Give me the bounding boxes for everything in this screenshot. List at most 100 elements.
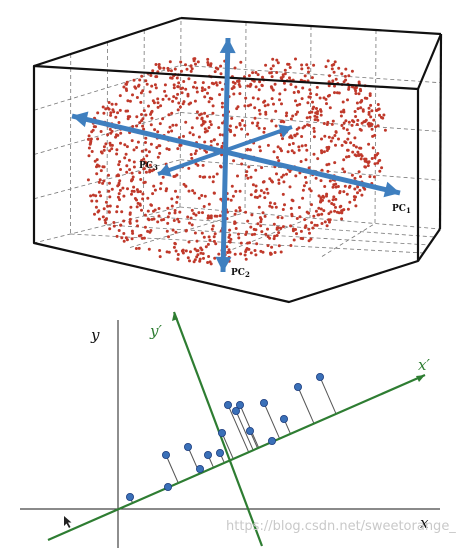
cloud-point	[180, 69, 183, 73]
cloud-point	[334, 197, 338, 201]
cloud-point	[220, 101, 224, 105]
cloud-point	[216, 142, 219, 146]
cloud-point	[327, 135, 331, 139]
cloud-point	[357, 153, 361, 156]
cloud-point	[104, 200, 108, 204]
cloud-point	[193, 191, 197, 195]
cloud-point	[328, 106, 332, 110]
cloud-point	[190, 67, 194, 71]
cloud-point	[200, 194, 204, 197]
cloud-point	[246, 84, 250, 88]
cloud-point	[152, 184, 156, 188]
cloud-point	[123, 156, 127, 160]
cloud-point	[315, 115, 319, 119]
cloud-point	[300, 144, 304, 148]
cloud-point	[265, 187, 269, 191]
cloud-point	[117, 229, 121, 232]
cloud-point	[118, 108, 122, 112]
cloud-point	[153, 128, 157, 132]
cloud-point	[238, 85, 242, 88]
cloud-point	[295, 232, 298, 236]
cloud-point	[201, 81, 205, 85]
cloud-point	[188, 259, 191, 263]
cloud-point	[273, 234, 277, 238]
cloud-point	[369, 115, 373, 119]
cloud-point	[300, 135, 304, 138]
cloud-point	[261, 211, 265, 215]
cloud-point	[209, 139, 213, 143]
cloud-point	[235, 107, 239, 111]
cloud-point	[135, 219, 139, 223]
cloud-point	[263, 214, 267, 218]
cloud-point	[363, 96, 367, 100]
cloud-point	[233, 66, 237, 70]
cloud-point	[375, 153, 379, 157]
cloud-point	[367, 124, 371, 128]
cloud-point	[253, 106, 257, 110]
cloud-point	[359, 106, 363, 110]
cloud-point	[269, 251, 272, 255]
cloud-point	[343, 184, 347, 188]
cloud-point	[266, 235, 270, 239]
cloud-point	[154, 63, 158, 66]
mouse-cursor-icon	[64, 516, 72, 528]
cloud-point	[147, 104, 150, 108]
projection-plot: y x y′ x′ https://blog.csdn.net/sweetora…	[20, 311, 456, 548]
cloud-point	[370, 157, 374, 160]
cloud-point	[97, 180, 101, 184]
cloud-point	[359, 89, 363, 93]
cloud-point	[325, 149, 329, 152]
cloud-point	[350, 69, 354, 73]
cloud-point	[203, 175, 207, 179]
cloud-point	[166, 206, 170, 210]
cloud-point	[142, 167, 146, 171]
cloud-point	[343, 140, 347, 144]
cloud-point	[209, 64, 213, 68]
cloud-point	[175, 173, 179, 177]
cloud-point	[106, 204, 110, 208]
cloud-point	[228, 240, 232, 244]
cloud-point	[173, 211, 177, 215]
cloud-point	[177, 220, 181, 224]
cloud-point	[253, 249, 257, 252]
cloud-point	[283, 68, 287, 72]
cloud-point	[303, 218, 307, 222]
cloud-point	[276, 156, 279, 159]
cloud-point	[190, 208, 194, 212]
cloud-point	[203, 95, 207, 99]
cloud-point	[119, 223, 123, 227]
cloud-point	[353, 110, 357, 113]
cloud-point	[246, 176, 250, 180]
cloud-point	[284, 114, 288, 118]
cloud-point	[270, 119, 274, 123]
cloud-point	[132, 185, 136, 189]
cloud-point	[294, 85, 298, 89]
pc2-axis-line	[220, 37, 231, 273]
cloud-point	[99, 194, 103, 198]
cloud-point	[182, 80, 186, 83]
cloud-point	[305, 63, 309, 67]
cloud-point	[107, 210, 111, 214]
cloud-point	[118, 198, 121, 202]
cloud-point	[205, 114, 209, 118]
cloud-point	[320, 222, 324, 225]
cloud-point	[257, 88, 261, 92]
cloud-point	[294, 99, 297, 103]
cloud-point	[135, 146, 139, 149]
cloud-point	[357, 92, 361, 96]
cloud-point	[333, 209, 337, 213]
cloud-point	[115, 152, 119, 156]
cloud-point	[275, 226, 279, 230]
cloud-point	[372, 118, 376, 122]
cloud-point	[275, 172, 278, 176]
cloud-point	[208, 260, 212, 264]
point-cloud	[86, 57, 387, 266]
cloud-point	[270, 97, 274, 101]
cloud-point	[195, 110, 199, 114]
cloud-point	[371, 146, 375, 150]
cloud-point	[132, 189, 136, 193]
cloud-point	[186, 256, 190, 260]
cloud-point	[158, 151, 162, 155]
cloud-point	[201, 252, 205, 256]
cloud-point	[382, 113, 386, 117]
